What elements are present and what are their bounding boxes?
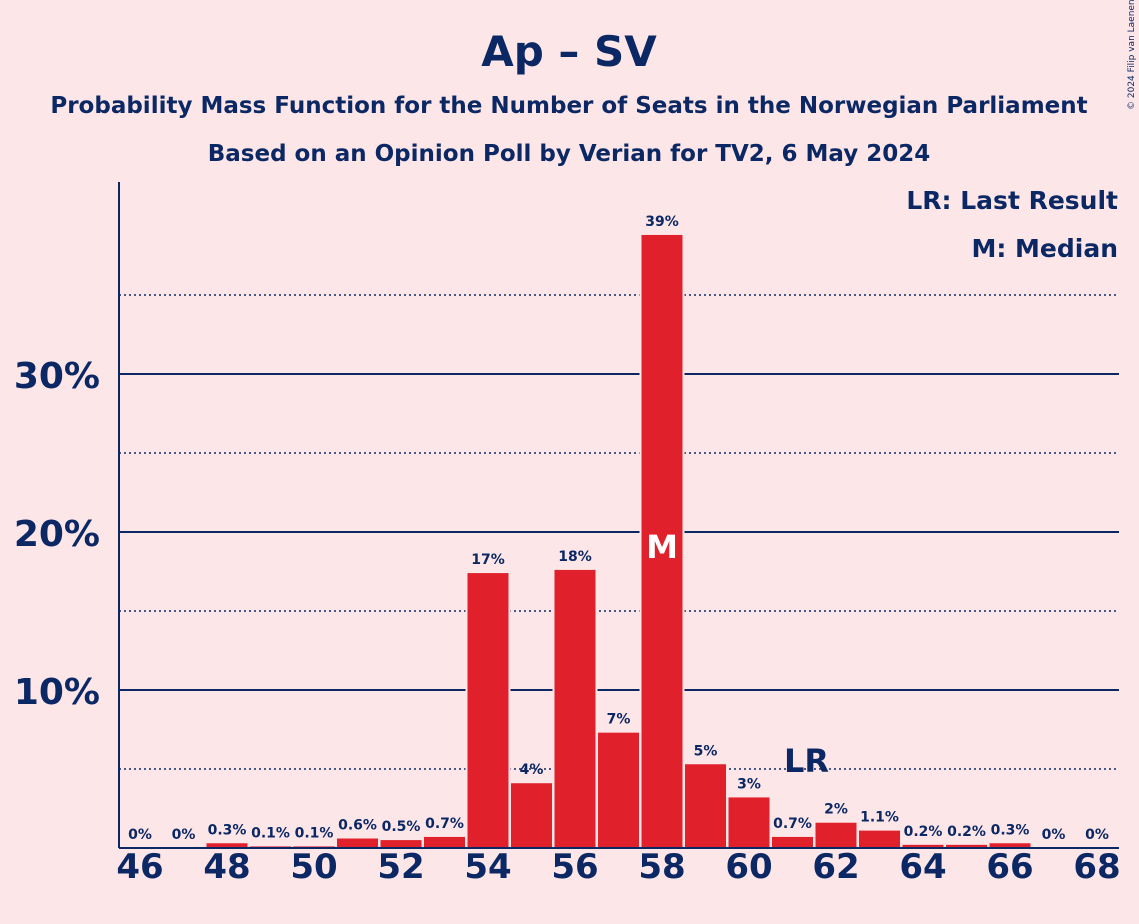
x-tick-label: 58 xyxy=(638,847,685,887)
bar-seat-66 xyxy=(989,843,1031,848)
value-label-seat-58: 39% xyxy=(645,214,679,230)
value-label-seat-64: 0.2% xyxy=(904,824,943,840)
x-tick-label: 48 xyxy=(203,847,250,887)
bar-seat-56 xyxy=(554,569,596,848)
value-label-seat-57: 7% xyxy=(607,712,631,728)
bar-halo xyxy=(291,844,337,848)
value-label-seat-47: 0% xyxy=(172,827,196,843)
value-label-seat-53: 0.7% xyxy=(425,816,464,832)
y-tick-label: 30% xyxy=(14,356,100,397)
bars xyxy=(204,232,1033,848)
x-tick-label: 64 xyxy=(899,847,946,887)
value-label-seat-63: 1.1% xyxy=(860,810,899,826)
y-tick-label: 10% xyxy=(14,672,100,713)
x-tick-label: 60 xyxy=(725,847,772,887)
value-label-seat-48: 0.3% xyxy=(208,822,247,838)
copyright-text: © 2024 Filip van Laenen xyxy=(1127,0,1137,110)
x-tick-labels: 46 48 50 52 54 56 58 60 62 64 66 68 xyxy=(116,847,1120,887)
bar-seat-55 xyxy=(511,783,552,848)
value-label-seat-65: 0.2% xyxy=(947,824,986,840)
x-tick-label: 52 xyxy=(377,847,424,887)
bar-seat-48 xyxy=(206,843,248,848)
value-label-seat-56: 18% xyxy=(558,549,592,565)
x-tick-label: 50 xyxy=(290,847,337,887)
value-label-seat-66: 0.3% xyxy=(991,822,1030,838)
value-label-seat-49: 0.1% xyxy=(251,825,290,841)
value-label-seat-62: 2% xyxy=(824,802,848,818)
bar-seat-51 xyxy=(337,838,378,848)
bar-seat-60 xyxy=(728,797,770,848)
bar-seat-65 xyxy=(946,844,987,848)
bar-seat-62 xyxy=(815,822,857,848)
value-label-seat-59: 5% xyxy=(694,743,718,759)
x-tick-label: 46 xyxy=(116,847,163,887)
legend-last-result: LR: Last Result xyxy=(906,186,1118,215)
x-tick-label: 68 xyxy=(1073,847,1120,887)
last-result-marker: LR xyxy=(784,742,829,780)
value-label-seat-60: 3% xyxy=(737,776,761,792)
bar-halo xyxy=(248,844,293,848)
value-label-seat-52: 0.5% xyxy=(382,819,421,835)
bar-seat-53 xyxy=(424,836,465,848)
bar-seat-52 xyxy=(380,840,422,848)
x-tick-label: 62 xyxy=(812,847,859,887)
value-labels: 0% 0% 0.3% 0.1% 0.1% 0.6% 0.5% 0.7%17%4%18%7%39… xyxy=(128,214,1109,843)
x-tick-label: 56 xyxy=(551,847,598,887)
value-label-seat-54: 17% xyxy=(471,552,505,568)
x-tick-label: 54 xyxy=(464,847,511,887)
chart-subtitle-1: Probability Mass Function for the Number… xyxy=(50,93,1087,119)
value-label-seat-46: 0% xyxy=(128,827,152,843)
value-label-seat-68: 0% xyxy=(1085,827,1109,843)
chart-title: Ap – SV xyxy=(481,27,657,76)
value-label-seat-61: 0.7% xyxy=(773,816,812,832)
x-tick-label: 66 xyxy=(986,847,1033,887)
legend-median: M: Median xyxy=(971,234,1118,263)
median-marker: M xyxy=(646,528,678,566)
value-label-seat-51: 0.6% xyxy=(338,818,377,834)
bar-seat-63 xyxy=(859,830,900,848)
bar-seat-57 xyxy=(598,732,639,848)
bar-seat-54 xyxy=(467,573,509,848)
value-label-seat-55: 4% xyxy=(520,762,544,778)
bar-seat-58 xyxy=(641,234,683,848)
bar-seat-64 xyxy=(902,844,944,848)
bar-seat-61 xyxy=(772,836,813,848)
chart-subtitle-2: Based on an Opinion Poll by Verian for T… xyxy=(208,141,931,167)
value-label-seat-50: 0.1% xyxy=(295,825,334,841)
y-tick-labels: 10% 20% 30% xyxy=(14,356,100,713)
bar-seat-59 xyxy=(685,764,726,848)
y-tick-label: 20% xyxy=(14,514,100,555)
grid xyxy=(119,294,1119,770)
value-label-seat-67: 0% xyxy=(1042,827,1066,843)
